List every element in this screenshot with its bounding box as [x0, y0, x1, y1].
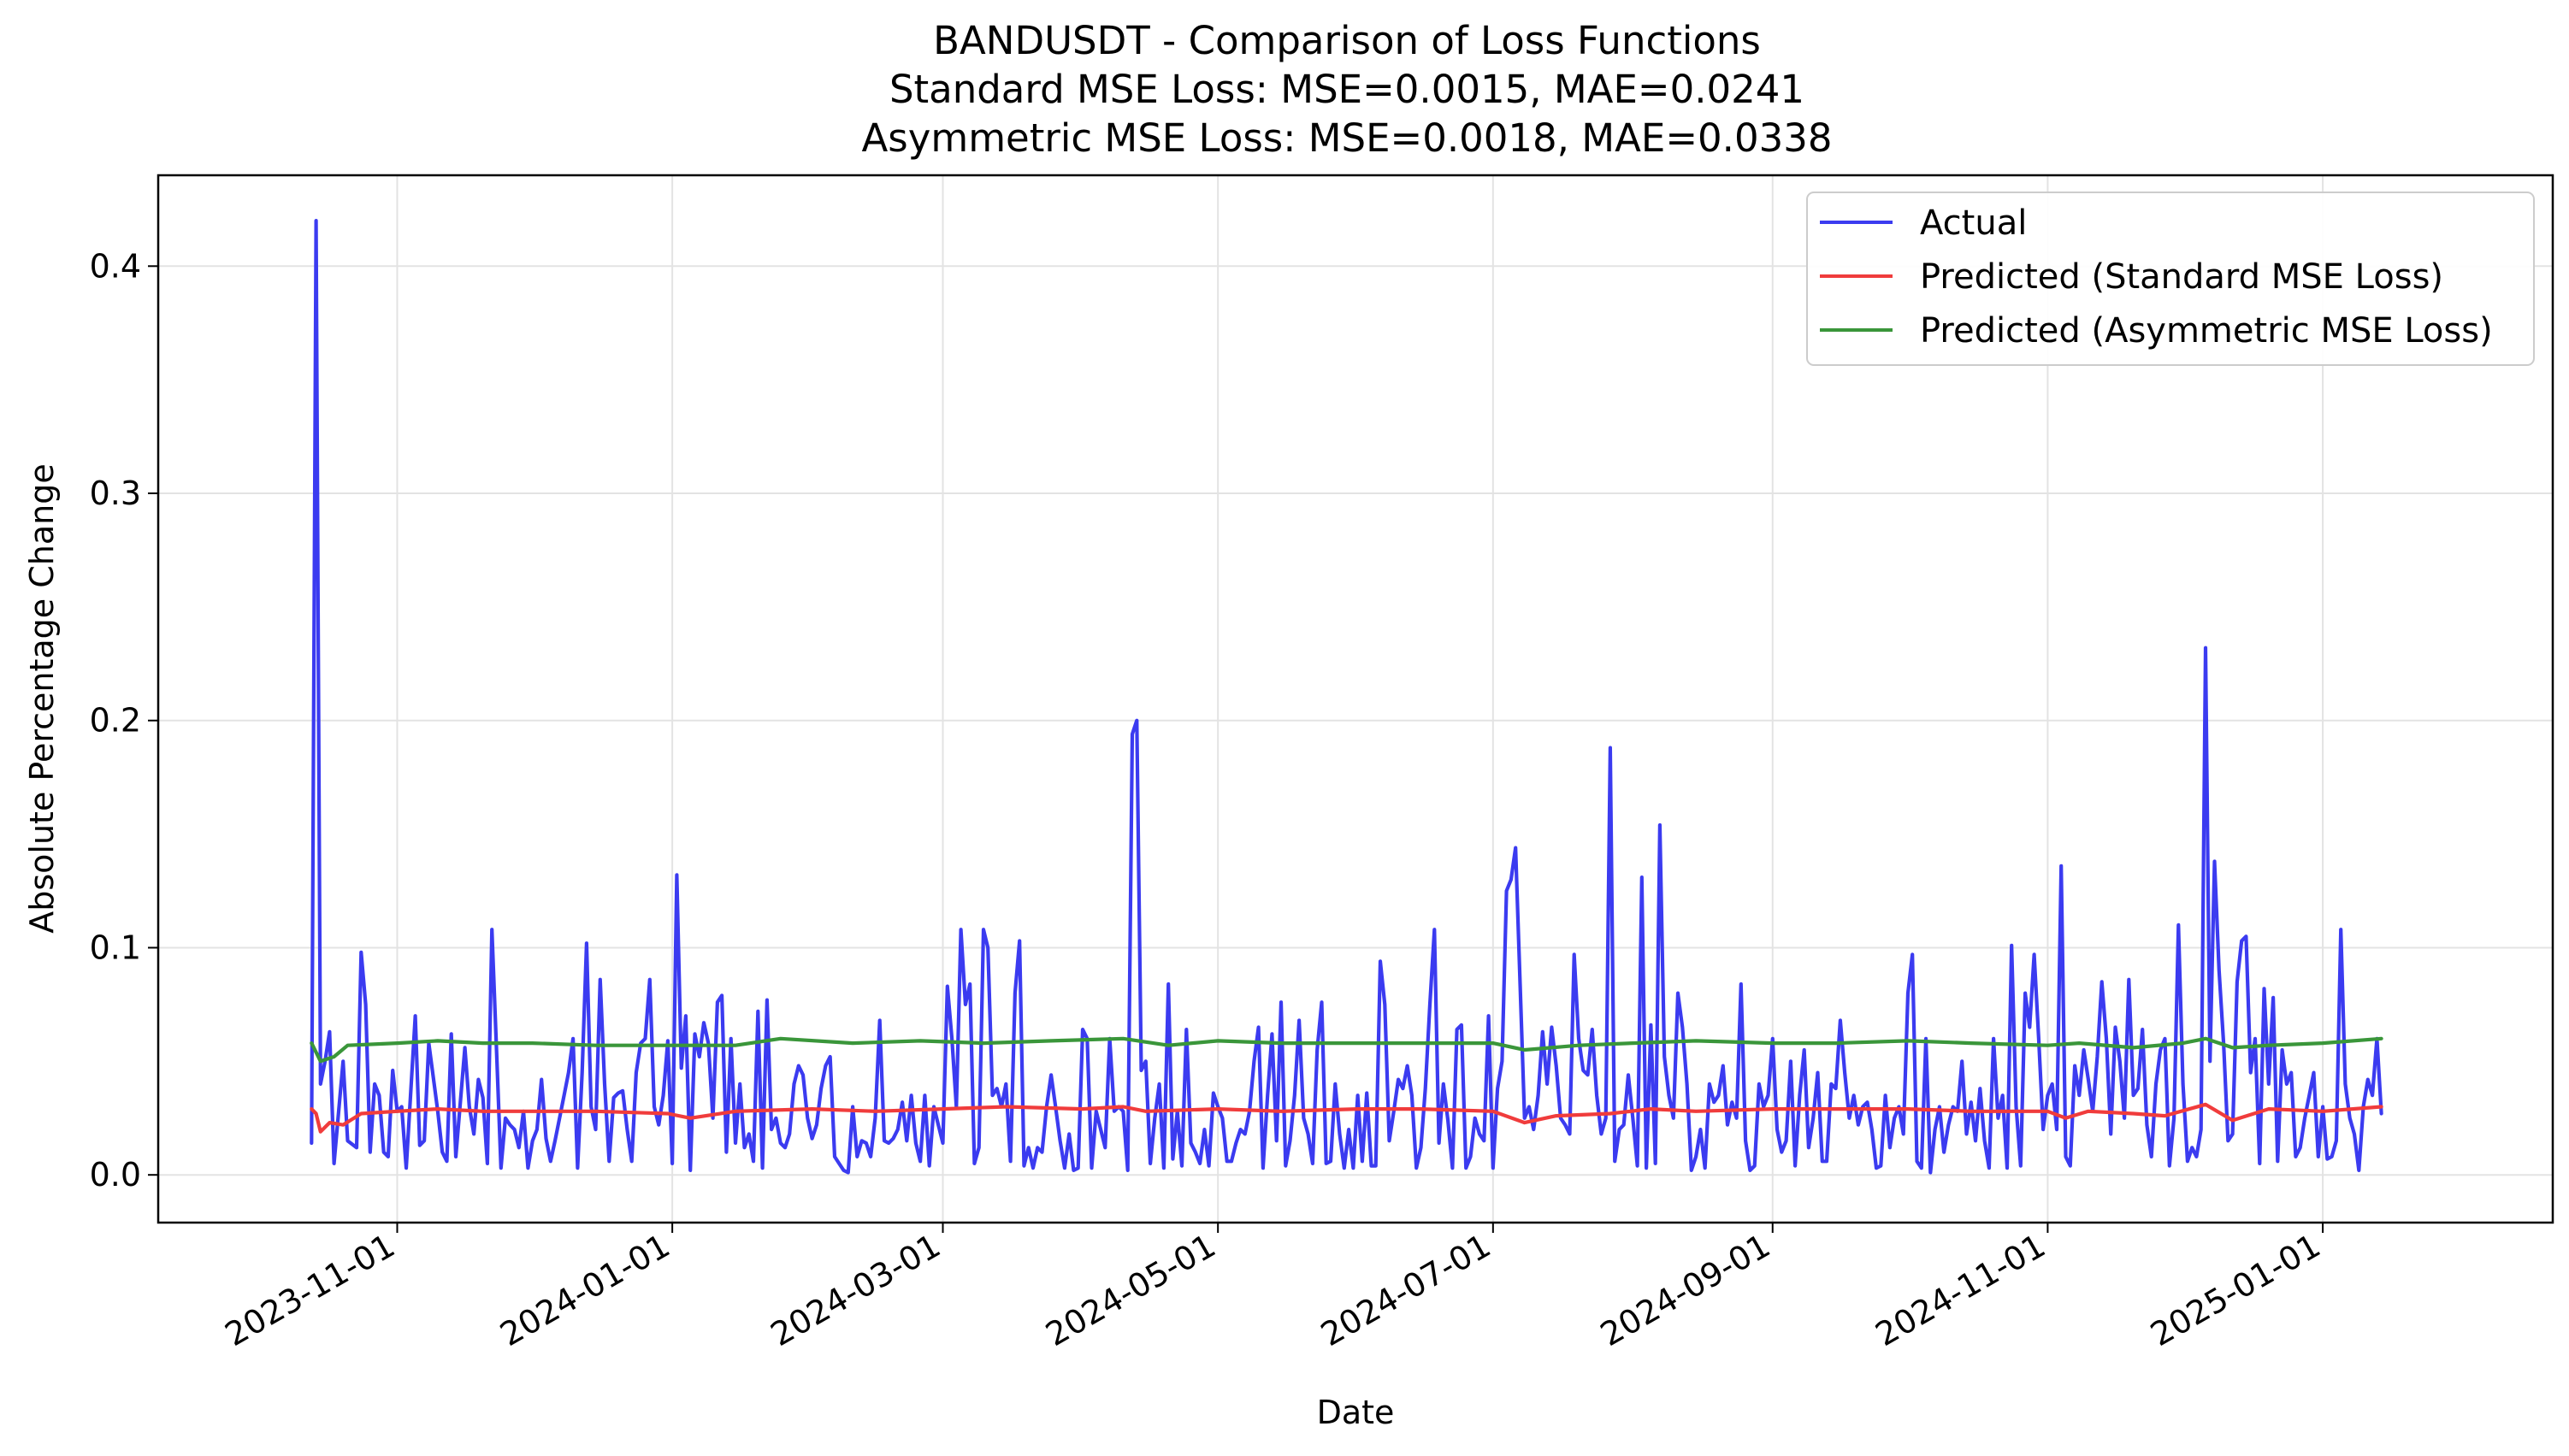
legend-label-actual: Actual — [1920, 203, 2027, 243]
y-axis-label: Absolute Percentage Change — [23, 463, 61, 934]
plot-frame — [157, 174, 2554, 1224]
series-line-standard-mse — [310, 1102, 2383, 1134]
y-tick-label: 0.1 — [90, 928, 141, 966]
y-tick-label: 0.3 — [90, 475, 141, 512]
chart-title-line-1: BANDUSDT - Comparison of Loss Functions — [933, 18, 1761, 63]
y-tick-label: 0.4 — [90, 247, 141, 285]
series-line-asymmetric-mse — [310, 1036, 2383, 1064]
series-layer — [310, 219, 2383, 1175]
y-tick-label: 0.0 — [90, 1156, 141, 1194]
series-line-actual — [310, 219, 2383, 1175]
chart-title-line-2: Standard MSE Loss: MSE=0.0015, MAE=0.024… — [889, 67, 1804, 112]
x-axis-label: Date — [1317, 1394, 1395, 1431]
legend-label-asymmetric: Predicted (Asymmetric MSE Loss) — [1920, 311, 2493, 351]
legend-label-standard: Predicted (Standard MSE Loss) — [1920, 257, 2443, 297]
y-tick-label: 0.2 — [90, 702, 141, 740]
y-axis-ticks: 0.0 0.1 0.2 0.3 0.4 — [90, 247, 158, 1194]
chart-title-line-3: Asymmetric MSE Loss: MSE=0.0018, MAE=0.0… — [862, 115, 1833, 161]
legend-box — [1806, 192, 2535, 366]
legend: Actual Predicted (Standard MSE Loss) Pre… — [1806, 192, 2535, 366]
